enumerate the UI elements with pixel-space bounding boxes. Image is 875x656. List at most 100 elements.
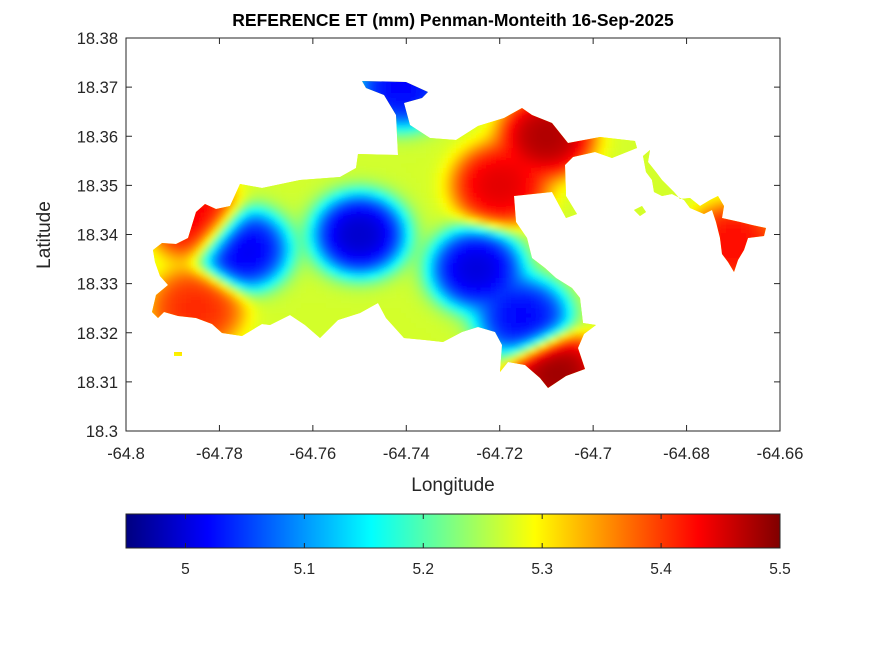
heat-cell xyxy=(311,288,317,294)
heat-cell xyxy=(286,243,292,249)
heat-cell xyxy=(266,263,272,269)
heat-cell xyxy=(246,243,252,249)
heat-cell xyxy=(296,223,302,229)
heat-cell xyxy=(221,293,227,299)
heat-cell xyxy=(421,278,427,284)
heat-cell xyxy=(201,283,207,289)
heat-cell xyxy=(191,273,197,279)
heat-cell xyxy=(306,233,312,239)
heat-cell xyxy=(386,173,392,179)
heat-cell xyxy=(326,273,332,279)
heat-cell xyxy=(221,298,227,304)
heat-cell xyxy=(366,193,372,199)
heat-cell xyxy=(191,288,197,294)
heat-cell xyxy=(261,268,267,274)
heat-cell xyxy=(381,163,387,169)
heat-cell xyxy=(386,93,392,99)
heat-cell xyxy=(411,193,417,199)
heat-cell xyxy=(401,108,407,114)
heat-cell xyxy=(341,273,347,279)
heat-cell xyxy=(371,288,377,294)
heat-cell xyxy=(381,258,387,264)
heat-cell xyxy=(311,218,317,224)
heat-cell xyxy=(346,188,352,194)
heat-cell xyxy=(401,333,407,339)
heat-cell xyxy=(371,223,377,229)
heat-cell xyxy=(201,238,207,244)
heat-cell xyxy=(216,263,222,269)
heat-cell xyxy=(361,248,367,254)
heat-cell xyxy=(411,318,417,324)
heat-cell xyxy=(281,293,287,299)
heat-cell xyxy=(256,293,262,299)
heat-cell xyxy=(421,273,427,279)
heat-cell xyxy=(336,248,342,254)
heat-cell xyxy=(276,278,282,284)
heat-cell xyxy=(401,143,407,149)
heat-cell xyxy=(386,183,392,189)
heat-cell xyxy=(421,158,427,164)
heat-cell xyxy=(421,318,427,324)
heat-cell xyxy=(411,128,417,134)
heat-cell xyxy=(266,203,272,209)
heat-cell xyxy=(361,178,367,184)
heat-cell xyxy=(166,243,172,249)
heat-cell xyxy=(386,253,392,259)
heat-cell xyxy=(406,158,412,164)
heat-cell xyxy=(431,143,437,149)
heat-cell xyxy=(246,303,252,309)
heat-cell xyxy=(216,233,222,239)
heat-cell xyxy=(271,198,277,204)
heat-cell xyxy=(321,263,327,269)
heat-cell xyxy=(276,188,282,194)
heat-cell xyxy=(291,253,297,259)
heat-cell xyxy=(211,248,217,254)
heat-cell xyxy=(241,228,247,234)
heat-cell xyxy=(226,268,232,274)
heat-cell xyxy=(341,263,347,269)
heat-cell xyxy=(271,268,277,274)
heat-cell xyxy=(411,243,417,249)
heat-cell xyxy=(386,298,392,304)
heat-cell xyxy=(401,303,407,309)
heat-cell xyxy=(171,243,177,249)
heat-cell xyxy=(406,183,412,189)
heat-cell xyxy=(296,178,302,184)
heat-cell xyxy=(366,278,372,284)
heat-cell xyxy=(411,278,417,284)
heat-cell xyxy=(301,313,307,319)
heat-cell xyxy=(201,233,207,239)
heat-cell xyxy=(356,253,362,259)
heat-cell xyxy=(152,303,157,309)
heat-cell xyxy=(371,258,377,264)
heat-cell xyxy=(261,258,267,264)
heat-cell xyxy=(186,238,192,244)
heat-cell xyxy=(411,148,417,154)
heat-cell xyxy=(431,238,437,244)
heat-cell xyxy=(436,203,442,209)
heat-cell xyxy=(406,198,412,204)
heat-cell xyxy=(411,248,417,254)
heat-cell xyxy=(186,268,192,274)
heat-cell xyxy=(341,183,347,189)
heat-cell xyxy=(356,308,362,314)
heat-cell xyxy=(366,263,372,269)
heat-cell xyxy=(426,308,432,314)
heat-cell xyxy=(316,288,322,294)
heat-cell xyxy=(306,298,312,304)
heat-cell xyxy=(221,248,227,254)
heat-cell xyxy=(181,278,187,284)
heat-cell xyxy=(316,223,322,229)
heat-cell xyxy=(276,273,282,279)
heat-cell xyxy=(416,178,422,184)
heat-cell xyxy=(321,303,327,309)
heat-cell xyxy=(411,283,417,289)
heat-cell xyxy=(321,183,327,189)
heat-cell xyxy=(206,278,212,284)
heat-cell xyxy=(316,318,322,324)
heat-cell xyxy=(331,218,337,224)
heat-cell xyxy=(386,243,392,249)
heat-cell xyxy=(421,233,427,239)
heat-cell xyxy=(401,123,407,129)
heat-cell xyxy=(261,233,267,239)
